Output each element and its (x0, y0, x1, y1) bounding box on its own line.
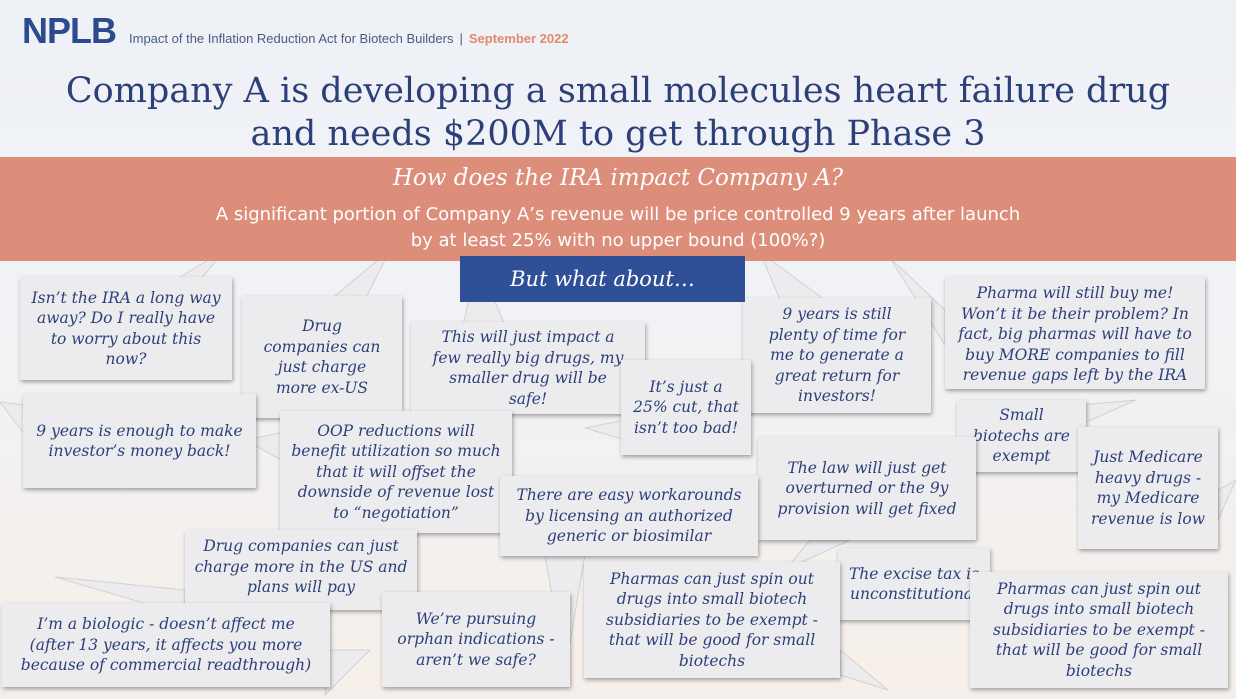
bubble-pharma-buy-text: Pharma will still buy me! Won’t it be th… (958, 284, 1192, 384)
bubble-spin-out-right-text: Pharmas can just spin out drugs into sma… (993, 579, 1205, 680)
bubble-nine-years-enough: 9 years is enough to make investor’s mon… (23, 394, 256, 488)
bubble-law-overturned-text: The law will just get overturned or the … (777, 458, 957, 518)
bubble-medicare-heavy: Just Medicare heavy drugs - my Medicare … (1078, 427, 1218, 549)
bubble-law-overturned: The law will just get overturned or the … (758, 437, 976, 540)
bubble-charge-more-us: Drug companies can just charge more in t… (185, 530, 417, 610)
tail-spin-mid (839, 648, 889, 691)
bubble-spin-out-right: Pharmas can just spin out drugs into sma… (970, 572, 1228, 688)
bubble-biologic: I’m a biologic - doesn’t affect me (afte… (2, 603, 330, 687)
tail-25-cut (584, 419, 626, 441)
header-subtitle-row: Impact of the Inflation Reduction Act fo… (129, 31, 569, 46)
bubble-spin-out-center-text: Pharmas can just spin out drugs into sma… (606, 569, 818, 670)
tail-biologic (324, 649, 372, 697)
bubble-small-biotechs-exempt: Small biotechs are exempt (957, 400, 1086, 472)
bubble-nine-years-enough-text: 9 years is enough to make investor’s mon… (36, 421, 243, 461)
nplb-logo: NPLB (22, 10, 117, 51)
tail-medicare (1217, 479, 1236, 521)
tail-small-exempt (1079, 399, 1137, 426)
bubble-charge-more-us-text: Drug companies can just charge more in t… (194, 537, 408, 596)
header-date: September 2022 (468, 31, 569, 46)
band-answer-line-1: A significant portion of Company A’s rev… (215, 204, 1021, 225)
bubble-25-percent-cut: It’s just a 25% cut, that isn’t too bad! (621, 360, 751, 455)
bubble-biologic-text: I’m a biologic - doesn’t affect me (afte… (20, 615, 312, 675)
bubble-oop-reductions: OOP reductions will benefit utilization … (280, 411, 512, 533)
bubble-medicare-heavy-text: Just Medicare heavy drugs - my Medicare … (1091, 448, 1205, 528)
tail-enough (0, 401, 26, 437)
bubble-excise-tax: The excise tax is unconstitutional (838, 548, 990, 620)
bubble-big-drugs-text: This will just impact a few really big d… (432, 328, 624, 408)
band-question: How does the IRA impact Company A? (392, 165, 844, 191)
bubble-ira-far-away-text: Isn’t the IRA a long way away? Do I real… (31, 288, 221, 369)
bubble-nine-years-plenty-text: 9 years is still plenty of time for me t… (768, 305, 906, 406)
but-what-about-callout: But what about… (460, 256, 745, 302)
bubble-nine-years-plenty: 9 years is still plenty of time for me t… (743, 298, 931, 413)
header-subtitle: Impact of the Inflation Reduction Act fo… (129, 31, 454, 46)
title-line-1: Company A is developing a small molecule… (65, 71, 1171, 111)
bubble-easy-workarounds: There are easy workarounds by licensing … (500, 476, 758, 556)
bubble-orphan-indications: We’re pursuing orphan indications - aren… (382, 592, 570, 687)
bubble-small-biotechs-exempt-text: Small biotechs are exempt (973, 406, 1070, 466)
bubble-ex-us-text: Drug companies can just charge more ex-U… (263, 317, 381, 397)
page-title: Company A is developing a small molecule… (0, 70, 1236, 156)
bubble-big-drugs: This will just impact a few really big d… (411, 322, 645, 414)
band-answer-line-2: by at least 25% with no upper bound (100… (410, 230, 826, 251)
bubble-spin-out-center: Pharmas can just spin out drugs into sma… (584, 562, 840, 678)
bubble-oop-reductions-text: OOP reductions will benefit utilization … (291, 421, 501, 522)
bubble-ira-far-away: Isn’t the IRA a long way away? Do I real… (20, 277, 232, 380)
bubble-orphan-indications-text: We’re pursuing orphan indications - aren… (397, 609, 555, 669)
band-answer: A significant portion of Company A’s rev… (100, 202, 1136, 254)
bubble-excise-tax-text: The excise tax is unconstitutional (848, 564, 980, 604)
bubble-easy-workarounds-text: There are easy workarounds by licensing … (516, 486, 742, 546)
bubble-pharma-buy: Pharma will still buy me! Won’t it be th… (945, 277, 1205, 389)
bubble-ex-us: Drug companies can just charge more ex-U… (242, 296, 402, 418)
title-line-2: and needs $200M to get through Phase 3 (250, 114, 986, 154)
bubble-25-percent-cut-text: It’s just a 25% cut, that isn’t too bad! (633, 377, 739, 437)
header-separator: | (459, 31, 463, 46)
question-band: How does the IRA impact Company A? A sig… (0, 157, 1236, 261)
